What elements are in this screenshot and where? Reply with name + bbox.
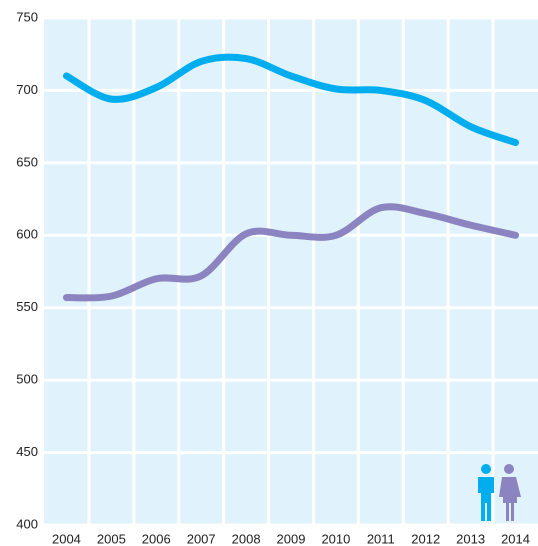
male-icon-body (478, 477, 494, 521)
x-tick-label: 2005 (97, 531, 126, 546)
male-icon-head (481, 464, 491, 474)
plot-area (44, 18, 538, 525)
y-tick-label: 500 (16, 372, 38, 387)
female-icon-head (504, 464, 514, 474)
x-tick-label: 2008 (232, 531, 261, 546)
x-tick-label: 2007 (187, 531, 216, 546)
x-tick-label: 2013 (456, 531, 485, 546)
x-tick-label: 2014 (501, 531, 530, 546)
y-tick-label: 650 (16, 154, 38, 169)
x-tick-label: 2006 (142, 531, 171, 546)
y-tick-label: 750 (16, 9, 38, 24)
x-tick-label: 2012 (411, 531, 440, 546)
female-icon-body (499, 477, 521, 521)
x-tick-label: 2011 (367, 531, 395, 546)
series-line (62, 53, 520, 147)
legend-icons (478, 464, 521, 521)
x-tick-label: 2009 (277, 531, 306, 546)
x-tick-label: 2010 (321, 531, 350, 546)
y-tick-label: 600 (16, 227, 38, 242)
series-line (62, 203, 520, 302)
y-tick-label: 700 (16, 82, 38, 97)
x-tick-label: 2004 (52, 531, 81, 546)
y-tick-label: 450 (16, 444, 38, 459)
y-tick-label: 400 (16, 516, 38, 531)
y-tick-label: 550 (16, 299, 38, 314)
